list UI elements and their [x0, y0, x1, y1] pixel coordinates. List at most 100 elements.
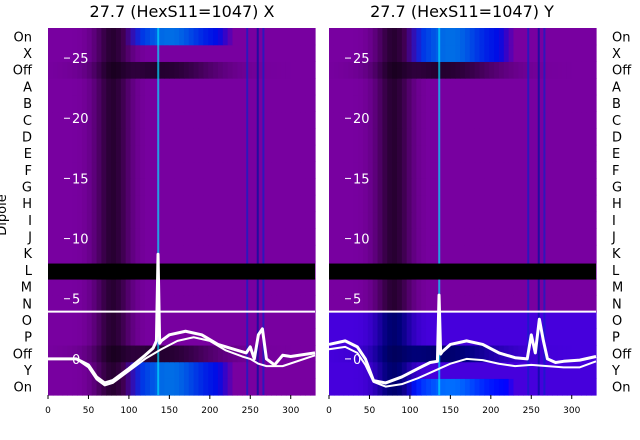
heatmap-cell [125, 44, 132, 62]
heatmap-cell [96, 178, 102, 196]
heatmap-cell [532, 228, 539, 246]
heatmap-cell [552, 44, 558, 62]
heatmap-cell [532, 28, 539, 46]
heatmap-cell [67, 178, 73, 196]
heatmap-cell [503, 294, 510, 313]
heatmap-cell [460, 78, 466, 96]
heatmap-cell [513, 278, 519, 296]
heatmap-cell [237, 278, 243, 296]
heatmap-cell [77, 344, 83, 363]
heatmap-cell [111, 361, 117, 379]
heatmap-cell [77, 361, 83, 379]
heatmap-cell [305, 278, 311, 296]
row-label: H [612, 197, 622, 212]
heatmap-cell [396, 344, 403, 363]
heatmap-cell [149, 328, 156, 346]
heatmap-cell [455, 361, 461, 379]
heatmap-cell [266, 61, 272, 79]
heatmap-cell [203, 28, 209, 46]
heatmap-cell [581, 244, 587, 263]
heatmap-cell [281, 161, 287, 179]
heatmap-cell [460, 328, 466, 346]
heatmap-cell [227, 228, 234, 246]
heatmap-cell [358, 78, 364, 96]
heatmap-cell [276, 178, 282, 196]
heatmap-cell [169, 194, 175, 213]
heatmap-cell [217, 361, 224, 379]
heatmap-cell [523, 344, 529, 363]
heatmap-cell [450, 228, 456, 246]
heatmap-cell [276, 294, 282, 313]
heatmap-cell [377, 128, 383, 146]
heatmap-cell [115, 128, 122, 146]
heatmap-cell [48, 61, 54, 79]
heatmap-cell [532, 211, 539, 229]
heatmap-cell [484, 178, 490, 196]
heatmap-cell [290, 144, 297, 163]
overlay-y-tick-label: 25 [72, 52, 89, 67]
heatmap-cell [237, 228, 243, 246]
heatmap-cell [532, 78, 539, 96]
heatmap-cell [81, 144, 88, 163]
heatmap-cell [484, 94, 490, 113]
heatmap-cell [562, 328, 568, 346]
heatmap-cell [532, 311, 539, 329]
heatmap-cell [232, 44, 238, 62]
heatmap-cell [276, 78, 282, 96]
heatmap-cell [232, 294, 238, 313]
heatmap-cell [174, 361, 180, 379]
heatmap-cell [469, 44, 476, 62]
heatmap-cell [169, 361, 175, 379]
heatmap-cell [416, 161, 422, 179]
heatmap-cell [528, 344, 534, 363]
heatmap-cell [285, 228, 292, 246]
heatmap-cell [232, 278, 238, 296]
heatmap-cell [281, 128, 287, 146]
heatmap-cell [430, 311, 437, 329]
heatmap-cell [430, 94, 437, 113]
heatmap-cell [217, 194, 224, 213]
heatmap-cell [494, 178, 500, 196]
heatmap-cell [125, 111, 132, 129]
heatmap-cell [392, 61, 398, 79]
heatmap-cell [401, 178, 408, 196]
heatmap-cell [237, 328, 243, 346]
heatmap-cell [247, 178, 253, 196]
heatmap-cell [362, 344, 369, 363]
heatmap-cell [232, 194, 238, 213]
heatmap-cell [125, 78, 132, 96]
heatmap-cell [164, 311, 170, 329]
heatmap-cell [285, 211, 292, 229]
heatmap-cell [348, 111, 354, 129]
heatmap-stripe [438, 28, 441, 395]
heatmap-cell [581, 344, 587, 363]
heatmap-cell [489, 228, 495, 246]
heatmap-cell [455, 344, 461, 363]
heatmap-cell [266, 278, 272, 296]
heatmap-cell [217, 311, 224, 329]
heatmap-cell [174, 378, 180, 396]
heatmap-cell [528, 361, 534, 379]
heatmap-cell [91, 61, 98, 79]
heatmap-cell [125, 311, 132, 329]
heatmap-cell [72, 294, 78, 313]
heatmap-cell [48, 344, 54, 363]
heatmap-cell [348, 328, 354, 346]
heatmap-cell [387, 111, 393, 129]
heatmap-cell [353, 144, 359, 163]
heatmap-cell [174, 128, 180, 146]
heatmap-cell [557, 78, 563, 96]
heatmap-cell [145, 128, 151, 146]
heatmap-cell [358, 161, 364, 179]
heatmap-cell [310, 244, 316, 263]
heatmap-cell [489, 78, 495, 96]
heatmap-cell [382, 178, 388, 196]
heatmap-cell [310, 311, 316, 329]
heatmap-cell [513, 344, 519, 363]
heatmap-cell [387, 378, 393, 396]
heatmap-cell [159, 328, 166, 346]
heatmap-cell [479, 194, 485, 213]
heatmap-cell [479, 228, 485, 246]
heatmap-cell [518, 278, 524, 296]
heatmap-cell [494, 144, 500, 163]
